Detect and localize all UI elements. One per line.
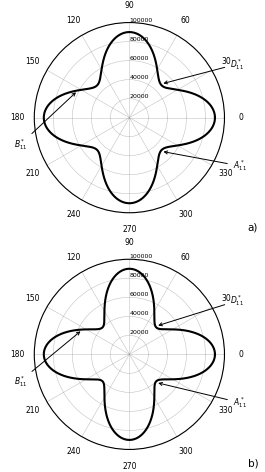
Text: $D^*_{11}$: $D^*_{11}$	[164, 57, 244, 84]
Text: $B^*_{11}$: $B^*_{11}$	[14, 332, 80, 388]
Text: $D^*_{11}$: $D^*_{11}$	[159, 293, 244, 326]
Text: $B^*_{11}$: $B^*_{11}$	[14, 93, 75, 152]
Text: b): b)	[248, 459, 258, 469]
Text: a): a)	[248, 222, 258, 232]
Text: $A^*_{11}$: $A^*_{11}$	[165, 151, 247, 173]
Text: $A^*_{11}$: $A^*_{11}$	[159, 382, 247, 410]
